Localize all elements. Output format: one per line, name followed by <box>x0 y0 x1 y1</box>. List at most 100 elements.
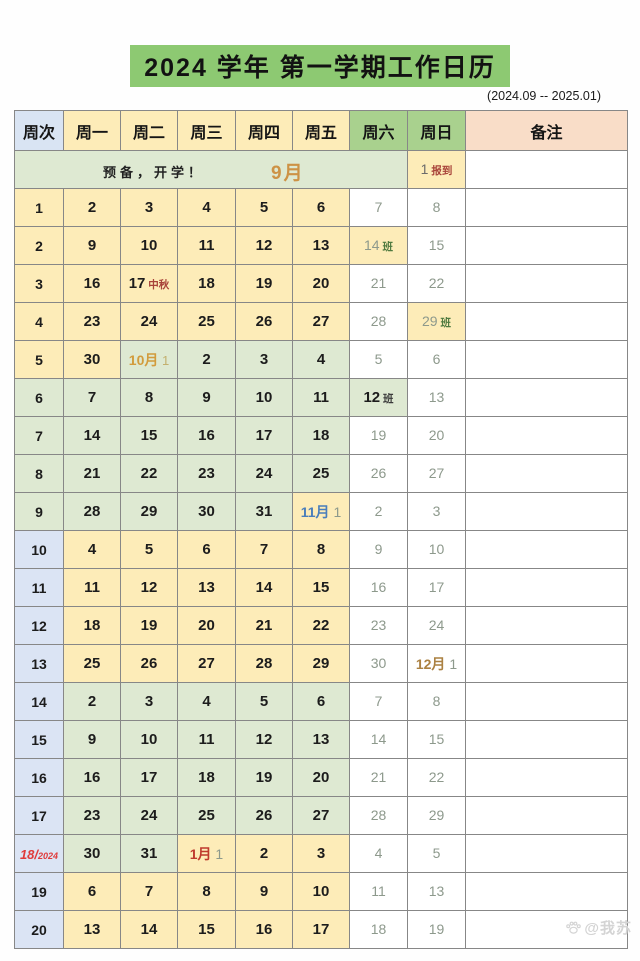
note-cell <box>465 834 628 873</box>
day-cell: 10 <box>120 720 178 759</box>
day-cell: 22 <box>407 758 466 797</box>
day-cell: 16 <box>177 416 236 455</box>
day-number: 3 <box>316 845 326 862</box>
day-number: 16 <box>83 769 101 786</box>
day-number: 15 <box>140 427 158 444</box>
day-cell: 27 <box>177 644 236 683</box>
day-number: 8 <box>144 389 154 406</box>
day-number: 9 <box>87 731 97 748</box>
day-number: 10 <box>140 237 158 254</box>
day-number: 19 <box>255 275 273 292</box>
day-number: 12 <box>363 389 381 406</box>
day-number: 2 <box>374 503 383 519</box>
day-number: 5 <box>374 351 383 367</box>
day-number: 26 <box>255 807 273 824</box>
day-number: 12 <box>140 579 158 596</box>
day-cell: 7 <box>120 872 178 911</box>
day-number: 19 <box>140 617 158 634</box>
day-cell: 6 <box>292 188 350 227</box>
day-cell: 14 <box>120 910 178 949</box>
day-number: 20 <box>198 617 215 634</box>
day-number: 10 <box>428 541 445 557</box>
day-number: 17 <box>428 579 445 595</box>
month-start-label: 11月 <box>300 503 330 520</box>
day-tag: 班 <box>437 317 451 329</box>
week-number-cell: 17 <box>14 796 64 835</box>
calendar-table: 周次 周一 周二 周三 周四 周五 周六 周日 备注 预备，开学！ 9月 1 报到 1 2 3 4 5 6 7 8 2 9… <box>14 110 628 949</box>
day-number: 5 <box>259 693 269 710</box>
day-cell: 20 <box>407 416 466 455</box>
note-cell <box>465 492 628 531</box>
day-cell: 29 班 <box>407 302 466 341</box>
day-cell: 17 <box>407 568 466 607</box>
column-header-thu: 周四 <box>235 110 293 151</box>
day-number: 16 <box>255 921 273 938</box>
day-number: 16 <box>370 579 387 595</box>
day-cell: 17 <box>292 910 350 949</box>
day-cell: 11 <box>349 872 408 911</box>
day-number: 20 <box>312 275 330 292</box>
day-number: 30 <box>83 845 101 862</box>
day-cell: 30 <box>177 492 236 531</box>
day-cell: 18 <box>177 758 236 797</box>
day-number: 23 <box>83 313 101 330</box>
day-cell: 3 <box>407 492 466 531</box>
day-cell: 10 <box>120 226 178 265</box>
day-number: 15 <box>312 579 330 596</box>
day-cell: 23 <box>63 796 121 835</box>
day-cell: 27 <box>292 796 350 835</box>
day-cell: 5 <box>407 834 466 873</box>
day-number: 21 <box>255 617 273 634</box>
week-number-cell: 16 <box>14 758 64 797</box>
day-number: 18 <box>198 769 215 786</box>
day-cell: 21 <box>349 264 408 303</box>
week-number-cell: 6 <box>14 378 64 417</box>
day-cell: 13 <box>63 910 121 949</box>
note-cell <box>465 872 628 911</box>
day-number: 3 <box>259 351 269 368</box>
day-number: 6 <box>432 351 441 367</box>
day-cell: 9 <box>63 720 121 759</box>
day-number: 10 <box>255 389 273 406</box>
day-number: 29 <box>312 655 330 672</box>
day-cell: 23 <box>177 454 236 493</box>
day-number: 10 <box>312 883 330 900</box>
day-number: 30 <box>198 503 215 520</box>
day-cell: 14 <box>63 416 121 455</box>
day-number: 30 <box>83 351 101 368</box>
day-cell: 26 <box>235 796 293 835</box>
day-number: 26 <box>140 655 158 672</box>
day-cell: 9 <box>177 378 236 417</box>
day-cell: 18 <box>292 416 350 455</box>
day-number: 4 <box>374 845 383 861</box>
day-number: 19 <box>428 921 445 937</box>
watermark: @我苏 <box>565 917 632 938</box>
day-number: 13 <box>198 579 215 596</box>
day-number: 2 <box>202 351 211 368</box>
day-cell: 2 <box>177 340 236 379</box>
day-number: 12 <box>255 731 273 748</box>
day-number: 7 <box>259 541 269 558</box>
note-cell <box>465 340 628 379</box>
week-number-cell: 1 <box>14 188 64 227</box>
day-cell: 19 <box>407 910 466 949</box>
day-number: 3 <box>144 199 154 216</box>
day-number: 22 <box>428 275 445 291</box>
year-flag: 2024 <box>38 850 59 861</box>
week-number-cell: 15 <box>14 720 64 759</box>
week-number-cell: 19 <box>14 872 64 911</box>
note-cell <box>465 302 628 341</box>
day-cell: 22 <box>407 264 466 303</box>
day-cell: 7 <box>349 682 408 721</box>
day-number: 5 <box>144 541 154 558</box>
day-cell: 3 <box>292 834 350 873</box>
note-cell <box>465 682 628 721</box>
day-cell: 25 <box>63 644 121 683</box>
column-header-fri: 周五 <box>292 110 350 151</box>
note-cell <box>465 606 628 645</box>
note-cell <box>465 188 628 227</box>
day-number: 22 <box>140 465 158 482</box>
september-month-label: 9月 <box>271 163 305 184</box>
september-banner-note: 预备，开学！ <box>103 165 206 180</box>
day-cell: 25 <box>177 796 236 835</box>
